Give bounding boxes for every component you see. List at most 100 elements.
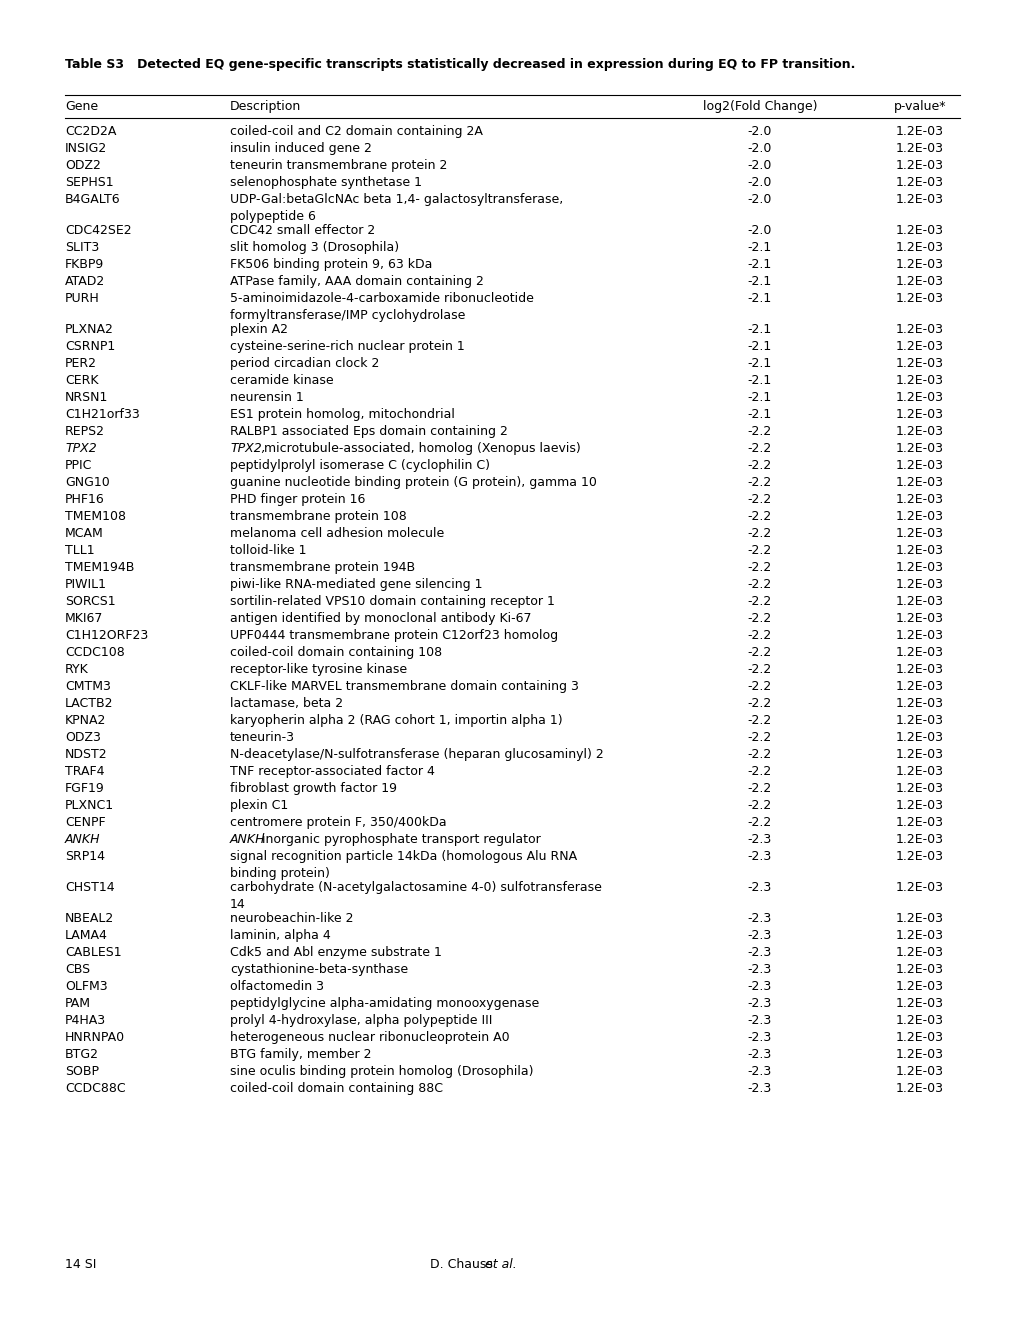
Text: PLXNA2: PLXNA2 — [65, 323, 114, 337]
Text: -2.1: -2.1 — [747, 374, 771, 387]
Text: 1.2E-03: 1.2E-03 — [895, 748, 943, 762]
Text: -2.3: -2.3 — [747, 997, 771, 1010]
Text: TNF receptor-associated factor 4: TNF receptor-associated factor 4 — [229, 766, 434, 777]
Text: ANKH: ANKH — [229, 833, 265, 846]
Text: -2.3: -2.3 — [747, 880, 771, 894]
Text: Table S3   Detected EQ gene-specific transcripts statistically decreased in expr: Table S3 Detected EQ gene-specific trans… — [65, 58, 855, 71]
Text: -2.1: -2.1 — [747, 341, 771, 352]
Text: -2.1: -2.1 — [747, 391, 771, 404]
Text: -2.1: -2.1 — [747, 323, 771, 337]
Text: ceramide kinase: ceramide kinase — [229, 374, 333, 387]
Text: signal recognition particle 14kDa (homologous Alu RNA: signal recognition particle 14kDa (homol… — [229, 850, 577, 863]
Text: D. Chauss: D. Chauss — [430, 1258, 496, 1271]
Text: TLL1: TLL1 — [65, 544, 95, 557]
Text: 1.2E-03: 1.2E-03 — [895, 731, 943, 744]
Text: CENPF: CENPF — [65, 816, 106, 829]
Text: 1.2E-03: 1.2E-03 — [895, 697, 943, 710]
Text: C1H12ORF23: C1H12ORF23 — [65, 630, 148, 642]
Text: ANKH: ANKH — [65, 833, 101, 846]
Text: RYK: RYK — [65, 663, 89, 676]
Text: RALBP1 associated Eps domain containing 2: RALBP1 associated Eps domain containing … — [229, 425, 507, 438]
Text: SORCS1: SORCS1 — [65, 595, 115, 609]
Text: neurensin 1: neurensin 1 — [229, 391, 304, 404]
Text: -2.1: -2.1 — [747, 275, 771, 288]
Text: 1.2E-03: 1.2E-03 — [895, 929, 943, 942]
Text: -2.0: -2.0 — [747, 176, 771, 189]
Text: -2.2: -2.2 — [747, 766, 771, 777]
Text: 1.2E-03: 1.2E-03 — [895, 275, 943, 288]
Text: sortilin-related VPS10 domain containing receptor 1: sortilin-related VPS10 domain containing… — [229, 595, 554, 609]
Text: -2.2: -2.2 — [747, 816, 771, 829]
Text: receptor-like tyrosine kinase: receptor-like tyrosine kinase — [229, 663, 407, 676]
Text: 1.2E-03: 1.2E-03 — [895, 630, 943, 642]
Text: PLXNC1: PLXNC1 — [65, 799, 114, 812]
Text: CC2D2A: CC2D2A — [65, 125, 116, 139]
Text: cystathionine-beta-synthase: cystathionine-beta-synthase — [229, 964, 408, 975]
Text: FKBP9: FKBP9 — [65, 257, 104, 271]
Text: 1.2E-03: 1.2E-03 — [895, 477, 943, 488]
Text: CERK: CERK — [65, 374, 99, 387]
Text: -2.2: -2.2 — [747, 645, 771, 659]
Text: N-deacetylase/N-sulfotransferase (heparan glucosaminyl) 2: N-deacetylase/N-sulfotransferase (hepara… — [229, 748, 603, 762]
Text: 1.2E-03: 1.2E-03 — [895, 645, 943, 659]
Text: heterogeneous nuclear ribonucleoprotein A0: heterogeneous nuclear ribonucleoprotein … — [229, 1031, 510, 1044]
Text: -2.2: -2.2 — [747, 595, 771, 609]
Text: -2.0: -2.0 — [747, 224, 771, 238]
Text: peptidylglycine alpha-amidating monooxygenase: peptidylglycine alpha-amidating monooxyg… — [229, 997, 539, 1010]
Text: 1.2E-03: 1.2E-03 — [895, 979, 943, 993]
Text: coiled-coil domain containing 88C: coiled-coil domain containing 88C — [229, 1082, 442, 1096]
Text: CCDC108: CCDC108 — [65, 645, 124, 659]
Text: antigen identified by monoclonal antibody Ki-67: antigen identified by monoclonal antibod… — [229, 612, 531, 624]
Text: -2.3: -2.3 — [747, 850, 771, 863]
Text: 1.2E-03: 1.2E-03 — [895, 561, 943, 574]
Text: 1.2E-03: 1.2E-03 — [895, 492, 943, 506]
Text: 14: 14 — [229, 898, 246, 911]
Text: -2.3: -2.3 — [747, 912, 771, 925]
Text: sine oculis binding protein homolog (Drosophila): sine oculis binding protein homolog (Dro… — [229, 1065, 533, 1078]
Text: 1.2E-03: 1.2E-03 — [895, 356, 943, 370]
Text: fibroblast growth factor 19: fibroblast growth factor 19 — [229, 781, 396, 795]
Text: PHD finger protein 16: PHD finger protein 16 — [229, 492, 365, 506]
Text: 1.2E-03: 1.2E-03 — [895, 459, 943, 473]
Text: -2.0: -2.0 — [747, 143, 771, 154]
Text: PPIC: PPIC — [65, 459, 93, 473]
Text: -2.1: -2.1 — [747, 242, 771, 253]
Text: INSIG2: INSIG2 — [65, 143, 107, 154]
Text: 1.2E-03: 1.2E-03 — [895, 997, 943, 1010]
Text: plexin A2: plexin A2 — [229, 323, 287, 337]
Text: log2(Fold Change): log2(Fold Change) — [702, 100, 816, 114]
Text: formyltransferase/IMP cyclohydrolase: formyltransferase/IMP cyclohydrolase — [229, 309, 465, 322]
Text: -2.2: -2.2 — [747, 697, 771, 710]
Text: -2.2: -2.2 — [747, 492, 771, 506]
Text: -2.3: -2.3 — [747, 1014, 771, 1027]
Text: 1.2E-03: 1.2E-03 — [895, 1031, 943, 1044]
Text: transmembrane protein 108: transmembrane protein 108 — [229, 510, 407, 523]
Text: ES1 protein homolog, mitochondrial: ES1 protein homolog, mitochondrial — [229, 408, 454, 421]
Text: -2.1: -2.1 — [747, 356, 771, 370]
Text: CKLF-like MARVEL transmembrane domain containing 3: CKLF-like MARVEL transmembrane domain co… — [229, 680, 579, 693]
Text: 1.2E-03: 1.2E-03 — [895, 510, 943, 523]
Text: UDP-Gal:betaGlcNAc beta 1,4- galactosyltransferase,: UDP-Gal:betaGlcNAc beta 1,4- galactosylt… — [229, 193, 562, 206]
Text: CSRNP1: CSRNP1 — [65, 341, 115, 352]
Text: 1.2E-03: 1.2E-03 — [895, 193, 943, 206]
Text: 1.2E-03: 1.2E-03 — [895, 1082, 943, 1096]
Text: 1.2E-03: 1.2E-03 — [895, 176, 943, 189]
Text: HNRNPA0: HNRNPA0 — [65, 1031, 125, 1044]
Text: -2.2: -2.2 — [747, 680, 771, 693]
Text: TRAF4: TRAF4 — [65, 766, 104, 777]
Text: -2.3: -2.3 — [747, 1082, 771, 1096]
Text: 5-aminoimidazole-4-carboxamide ribonucleotide: 5-aminoimidazole-4-carboxamide ribonucle… — [229, 292, 533, 305]
Text: 1.2E-03: 1.2E-03 — [895, 425, 943, 438]
Text: 1.2E-03: 1.2E-03 — [895, 125, 943, 139]
Text: et al.: et al. — [484, 1258, 517, 1271]
Text: 1.2E-03: 1.2E-03 — [895, 1048, 943, 1061]
Text: CMTM3: CMTM3 — [65, 680, 111, 693]
Text: Cdk5 and Abl enzyme substrate 1: Cdk5 and Abl enzyme substrate 1 — [229, 946, 441, 960]
Text: PAM: PAM — [65, 997, 91, 1010]
Text: 1.2E-03: 1.2E-03 — [895, 833, 943, 846]
Text: laminin, alpha 4: laminin, alpha 4 — [229, 929, 330, 942]
Text: 1.2E-03: 1.2E-03 — [895, 1014, 943, 1027]
Text: TMEM194B: TMEM194B — [65, 561, 135, 574]
Text: MCAM: MCAM — [65, 527, 104, 540]
Text: -2.3: -2.3 — [747, 979, 771, 993]
